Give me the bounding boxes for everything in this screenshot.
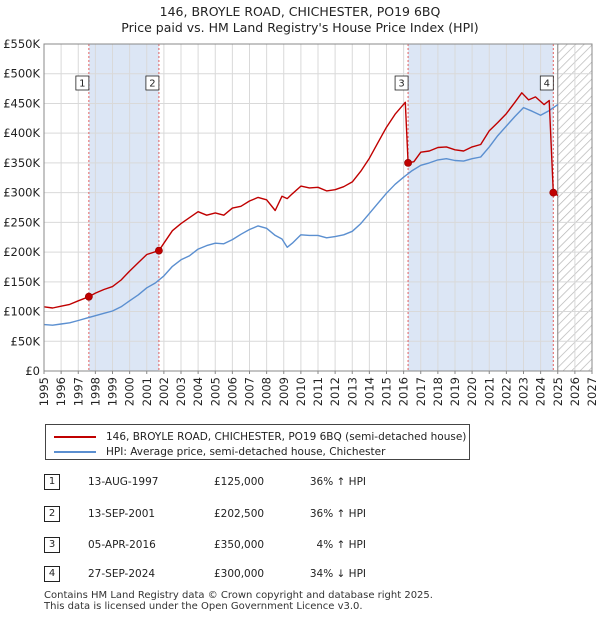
sale-number-label: 4 [544,79,550,90]
x-tick-label: 2004 [191,377,205,406]
x-tick-label: 2023 [517,377,531,406]
transaction-badge: 2 [44,506,60,522]
x-tick-label: 2007 [243,377,257,406]
x-tick-label: 2010 [294,377,308,406]
transaction-badge: 4 [44,566,60,582]
sale-number-box [145,75,160,91]
ownership-shade [88,44,159,371]
y-tick-label: £300K [3,186,40,200]
x-tick-label: 2020 [465,377,479,406]
x-tick-label: 2021 [482,377,496,406]
y-tick-label: £150K [3,275,40,289]
legend-swatch-hpi [54,451,96,453]
footer-licence: This data is licensed under the Open Gov… [44,601,363,612]
sale-point [155,246,163,255]
property-price-line [43,92,559,309]
x-tick-label: 2019 [448,377,462,406]
transaction-date: 13-SEP-2001 [88,508,156,520]
x-tick-label: 1997 [71,377,85,406]
legend-item-property: 146, BROYLE ROAD, CHICHESTER, PO19 6BQ (… [54,431,466,443]
x-tick-label: 1999 [106,377,120,406]
y-tick-label: £250K [3,215,40,229]
x-tick-label: 2027 [585,377,599,406]
y-tick-label: £100K [3,305,40,319]
sale-point [404,159,412,167]
transaction-date: 27-SEP-2024 [88,568,156,580]
transaction-hpi-diff: 34% ↓ HPI [309,568,366,580]
sale-point [84,292,93,301]
hpi-line [43,104,559,326]
x-tick-label: 2025 [551,377,565,406]
chart-subtitle: Price paid vs. HM Land Registry's House … [121,20,479,35]
x-tick-label: 2011 [311,377,325,406]
legend: 146, BROYLE ROAD, CHICHESTER, PO19 6BQ (… [45,424,470,460]
transaction-hpi-diff: 4% ↑ HPI [316,539,366,551]
x-tick-label: 1995 [37,377,51,406]
transaction-badge: 3 [44,537,60,553]
x-tick-label: 2000 [123,377,137,406]
y-tick-label: £400K [3,126,40,140]
transaction-hpi-diff: 36% ↑ HPI [309,476,366,488]
x-tick-label: 2005 [208,377,222,406]
y-tick-label: £450K [3,96,40,110]
sale-number-label: 1 [79,79,85,90]
sale-number-box [75,75,90,91]
transaction-price: £202,500 [214,508,265,520]
footer-copyright: Contains HM Land Registry data © Crown c… [44,590,433,601]
x-tick-label: 2016 [397,377,411,406]
legend-item-hpi: HPI: Average price, semi-detached house,… [54,446,385,458]
legend-label-property: 146, BROYLE ROAD, CHICHESTER, PO19 6BQ (… [106,431,467,443]
price-chart: 1 2 3 4 £0 £50K £100K £150K £200K £250K £300K £350… [3,37,599,406]
x-tick-label: 2015 [380,377,394,406]
x-tick-label: 2017 [414,377,428,406]
x-tick-label: 2022 [499,377,513,406]
y-tick-label: £550K [3,37,40,51]
transaction-hpi-diff: 36% ↑ HPI [309,508,366,520]
y-tick-label: £200K [3,245,40,259]
transaction-date: 05-APR-2016 [88,539,156,551]
transaction-price: £125,000 [214,476,265,488]
x-tick-label: 2003 [174,377,188,406]
legend-swatch-property [54,436,96,438]
x-tick-label: 2013 [345,377,359,406]
y-tick-label: £0 [25,364,40,378]
y-tick-label: £50K [11,334,41,348]
sale-number-label: 3 [398,79,404,90]
x-tick-label: 2001 [140,377,154,406]
x-tick-label: 2026 [568,377,582,406]
x-tick-label: 2009 [277,377,291,406]
x-tick-label: 2018 [431,377,445,406]
y-tick-label: £350K [3,156,40,170]
transaction-price: £300,000 [214,568,265,580]
footer: Contains HM Land Registry data © Crown c… [44,590,433,612]
transaction-date: 13-AUG-1997 [88,476,159,488]
sale-number-label: 2 [149,79,155,90]
legend-label-hpi: HPI: Average price, semi-detached house,… [106,446,386,458]
chart-title: 146, BROYLE ROAD, CHICHESTER, PO19 6BQ [159,4,441,19]
sale-number-box [539,75,554,91]
x-tick-label: 2014 [362,377,376,406]
ownership-shade [408,44,554,371]
sale-point [549,188,558,197]
transaction-badge: 1 [44,474,60,490]
x-tick-label: 2012 [328,377,342,406]
x-tick-label: 1998 [88,377,102,406]
x-tick-label: 1996 [54,377,68,406]
sale-number-box [394,75,409,91]
transaction-price: £350,000 [214,539,265,551]
x-tick-label: 2002 [157,377,171,406]
x-tick-label: 2008 [260,377,274,406]
x-tick-label: 2024 [534,377,548,406]
y-tick-label: £500K [3,67,40,81]
x-tick-label: 2006 [225,377,239,406]
